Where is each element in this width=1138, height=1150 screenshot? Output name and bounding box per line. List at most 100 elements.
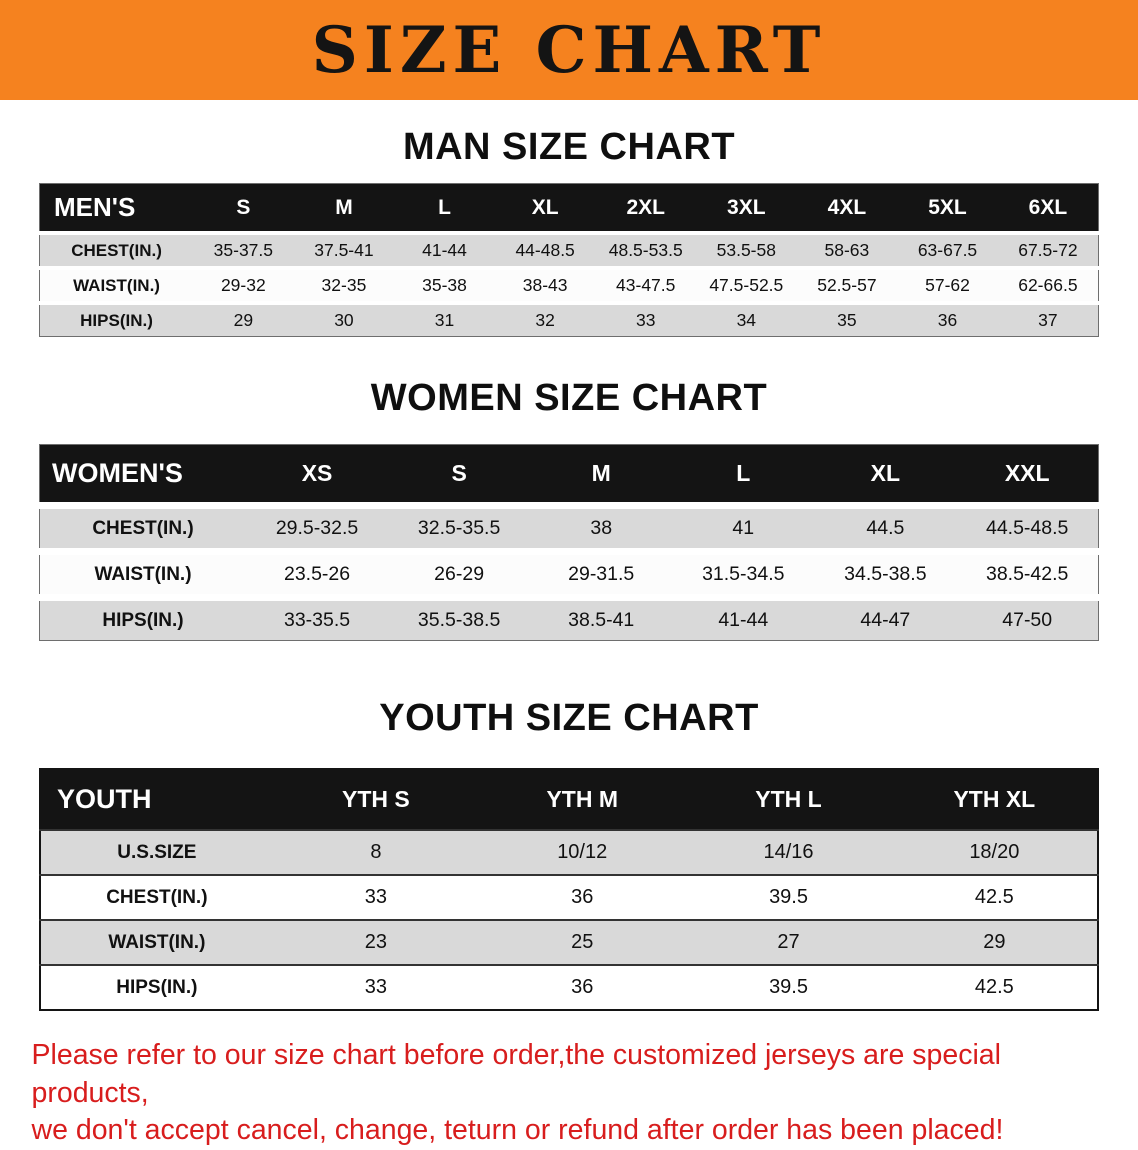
men-size-header: 6XL	[997, 183, 1099, 233]
men-size-header: XL	[494, 183, 596, 233]
youth-size-value: 42.5	[891, 874, 1098, 920]
men-size-value: 44-48.5	[494, 231, 596, 268]
women-size-value: 31.5-34.5	[672, 548, 815, 598]
women-size-value: 38.5-41	[530, 594, 673, 641]
men-size-value: 37.5-41	[293, 231, 395, 268]
men-size-value: 52.5-57	[796, 266, 898, 303]
men-size-header: S	[193, 183, 294, 233]
women-size-header: XXL	[956, 444, 1099, 506]
women-row-label: WAIST(IN.)	[39, 548, 246, 598]
women-size-table: WOMEN'S XS S M L XL XXL CHEST(IN.) 29.5-32.5 32.5…	[39, 444, 1099, 641]
men-size-header: 2XL	[595, 183, 697, 233]
women-size-value: 29-31.5	[530, 548, 673, 598]
youth-measure-row: WAIST(IN.) 23 25 27 29	[40, 919, 1098, 965]
men-size-value: 43-47.5	[595, 266, 697, 303]
youth-size-value: 25	[479, 919, 686, 965]
men-row-label: HIPS(IN.)	[39, 301, 194, 337]
women-header-row: WOMEN'S XS S M L XL XXL	[39, 444, 1099, 506]
women-size-header: S	[388, 444, 531, 506]
youth-size-value: 36	[479, 874, 686, 920]
men-size-header: M	[293, 183, 395, 233]
women-table-title: WOMEN'S	[39, 444, 246, 506]
men-header-row: MEN'S S M L XL 2XL 3XL 4XL 5XL 6XL	[39, 183, 1099, 233]
men-size-value: 35	[796, 301, 898, 337]
women-size-value: 29.5-32.5	[246, 502, 389, 552]
youth-size-value: 10/12	[479, 829, 686, 875]
women-measure-row: CHEST(IN.) 29.5-32.5 32.5-35.5 38 41 44.5 44.5…	[39, 502, 1099, 552]
men-size-value: 58-63	[796, 231, 898, 268]
youth-size-header: YTH S	[272, 769, 480, 830]
men-size-value: 57-62	[897, 266, 998, 303]
men-size-value: 30	[293, 301, 395, 337]
youth-row-label: HIPS(IN.)	[40, 964, 273, 1010]
women-size-value: 34.5-38.5	[814, 548, 957, 598]
youth-size-value: 18/20	[891, 829, 1098, 875]
youth-size-value: 29	[891, 919, 1098, 965]
women-size-value: 38.5-42.5	[956, 548, 1099, 598]
women-size-value: 32.5-35.5	[388, 502, 531, 552]
men-measure-row: HIPS(IN.) 29 30 31 32 33 34 35 36 37	[39, 301, 1099, 337]
men-size-value: 53.5-58	[696, 231, 797, 268]
youth-size-table: YOUTH YTH S YTH M YTH L YTH XL U.S.SIZE 8 10/12…	[39, 768, 1099, 1011]
size-chart-sections: MAN SIZE CHART MEN'S S M L XL 2XL 3XL 4XL 5XL 6XL C…	[0, 126, 1138, 1011]
women-measure-row: HIPS(IN.) 33-35.5 35.5-38.5 38.5-41 41-44 44-…	[39, 594, 1099, 641]
men-size-value: 37	[997, 301, 1099, 337]
women-size-value: 41-44	[672, 594, 815, 641]
men-size-value: 31	[394, 301, 495, 337]
men-size-value: 35-37.5	[193, 231, 294, 268]
women-size-value: 44.5	[814, 502, 957, 552]
men-size-value: 32-35	[293, 266, 395, 303]
youth-measure-row: CHEST(IN.) 33 36 39.5 42.5	[40, 874, 1098, 920]
men-size-value: 67.5-72	[997, 231, 1099, 268]
men-size-value: 47.5-52.5	[696, 266, 797, 303]
women-size-value: 33-35.5	[246, 594, 389, 641]
men-measure-row: CHEST(IN.) 35-37.5 37.5-41 41-44 44-48.5 48.5…	[39, 231, 1099, 268]
women-size-header: M	[530, 444, 673, 506]
women-row-label: HIPS(IN.)	[39, 594, 246, 641]
men-size-value: 36	[897, 301, 998, 337]
youth-row-label: WAIST(IN.)	[40, 919, 273, 965]
women-size-value: 35.5-38.5	[388, 594, 531, 641]
youth-size-value: 23	[272, 919, 480, 965]
men-size-header: 4XL	[796, 183, 898, 233]
youth-size-header: YTH M	[479, 769, 686, 830]
women-size-value: 47-50	[956, 594, 1099, 641]
disclaimer-line-2: we don't accept cancel, change, teturn o…	[31, 1114, 1004, 1147]
men-size-value: 62-66.5	[997, 266, 1099, 303]
women-size-value: 44-47	[814, 594, 957, 641]
disclaimer-text: Please refer to our size chart before or…	[32, 1037, 1107, 1150]
youth-size-value: 33	[272, 874, 480, 920]
women-size-header: L	[672, 444, 815, 506]
men-table-title: MEN'S	[39, 183, 194, 233]
women-size-header: XL	[814, 444, 957, 506]
men-size-value: 38-43	[494, 266, 596, 303]
men-size-value: 34	[696, 301, 797, 337]
youth-measure-row: HIPS(IN.) 33 36 39.5 42.5	[40, 964, 1098, 1010]
youth-size-header: YTH L	[685, 769, 892, 830]
women-size-value: 23.5-26	[246, 548, 389, 598]
men-section-heading: MAN SIZE CHART	[402, 126, 736, 168]
women-row-label: CHEST(IN.)	[39, 502, 246, 552]
women-size-header: XS	[246, 444, 389, 506]
men-size-value: 32	[494, 301, 596, 337]
men-row-label: WAIST(IN.)	[39, 266, 194, 303]
women-size-value: 41	[672, 502, 815, 552]
men-size-value: 29	[193, 301, 294, 337]
women-size-value: 26-29	[388, 548, 531, 598]
youth-size-value: 8	[272, 829, 480, 875]
women-size-value: 44.5-48.5	[956, 502, 1099, 552]
youth-section-heading: YOUTH SIZE CHART	[379, 697, 759, 739]
youth-header-row: YOUTH YTH S YTH M YTH L YTH XL	[40, 769, 1098, 830]
youth-size-value: 42.5	[891, 964, 1098, 1010]
youth-size-value: 27	[685, 919, 892, 965]
men-size-value: 41-44	[394, 231, 495, 268]
youth-size-value: 39.5	[685, 874, 892, 920]
men-size-value: 33	[595, 301, 697, 337]
youth-size-value: 14/16	[685, 829, 892, 875]
men-size-value: 63-67.5	[897, 231, 998, 268]
youth-size-value: 39.5	[685, 964, 892, 1010]
banner-title: SIZE CHART	[311, 12, 827, 88]
men-measure-row: WAIST(IN.) 29-32 32-35 35-38 38-43 43-47.5 47.…	[39, 266, 1099, 303]
men-row-label: CHEST(IN.)	[39, 231, 194, 268]
